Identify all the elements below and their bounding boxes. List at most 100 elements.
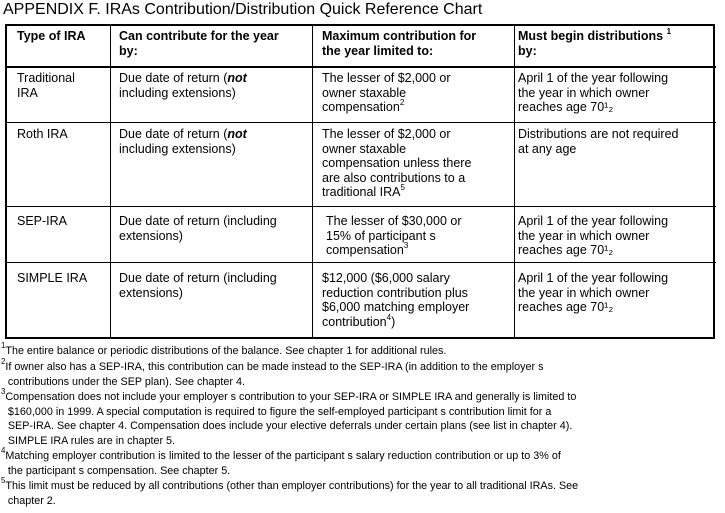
row-roth-distributions: Distributions are not required at any age bbox=[518, 127, 679, 156]
cell-text: reaches age 70¹₂ bbox=[518, 243, 614, 258]
row-sep-distributions: April 1 of the year following the year in… bbox=[518, 214, 668, 258]
cell-text: Due date of return ( bbox=[119, 71, 228, 85]
table-border bbox=[5, 24, 715, 339]
cell-text: Distributions are not required bbox=[518, 127, 679, 141]
footnote-5: 5This limit must be reduced by all contr… bbox=[1, 476, 579, 508]
header-text: by: bbox=[518, 43, 537, 58]
header-maximum: Maximum contribution for the year limited… bbox=[322, 29, 476, 58]
cell-text: compensation unless there bbox=[322, 156, 472, 171]
cell-text: including extensions) bbox=[119, 141, 236, 156]
cell-text: extensions) bbox=[119, 228, 183, 243]
row-divider bbox=[5, 206, 716, 207]
row-sep-type: SEP-IRA bbox=[17, 214, 67, 229]
row-roth-type: Roth IRA bbox=[17, 127, 68, 142]
header-type: Type of IRA bbox=[17, 29, 86, 44]
cell-text: The lesser of $30,000 or bbox=[326, 214, 462, 228]
cell-text: the year in which owner bbox=[518, 228, 650, 243]
cell-text: SEP-IRA bbox=[17, 214, 68, 228]
emphasis-text: not bbox=[227, 127, 247, 141]
row-traditional-type: Traditional IRA bbox=[17, 71, 75, 100]
cell-text: reduction contribution plus bbox=[322, 285, 468, 300]
cell-text: IRA bbox=[17, 85, 38, 100]
cell-text: Roth IRA bbox=[17, 127, 68, 141]
column-divider bbox=[312, 24, 313, 339]
row-simple-distributions: April 1 of the year following the year in… bbox=[518, 271, 668, 315]
cell-text: The lesser of $2,000 or bbox=[322, 71, 451, 85]
footnote-text: the participant s compensation. See chap… bbox=[7, 464, 231, 477]
footnote-2: 2If owner also has a SEP-IRA, this contr… bbox=[1, 357, 544, 389]
page-title: APPENDIX F. IRAs Contribution/Distributi… bbox=[3, 1, 483, 18]
footnote-mark: 4 bbox=[1, 446, 6, 455]
header-distributions: Must begin distributions 1 by: bbox=[518, 27, 672, 58]
row-simple-type: SIMPLE IRA bbox=[17, 271, 87, 286]
cell-text: ) bbox=[391, 314, 396, 329]
footnote-mark: 3 bbox=[1, 387, 6, 396]
cell-text: Due date of return ( bbox=[119, 127, 228, 141]
row-traditional-distributions: April 1 of the year following the year in… bbox=[518, 71, 668, 115]
footnote-text: $160,000 in 1999. A special computation … bbox=[7, 405, 552, 418]
row-roth-maximum: The lesser of $2,000 or owner staxable com… bbox=[322, 127, 471, 200]
header-contribute: Can contribute for the year by: bbox=[119, 29, 279, 58]
footnote-4: 4Matching employer contribution is limit… bbox=[1, 446, 561, 478]
row-roth-contribute: Due date of return (not including extensi… bbox=[119, 127, 247, 156]
row-simple-contribute: Due date of return (including extensions) bbox=[119, 271, 277, 300]
row-sep-maximum: The lesser of $30,000 or 15% of participa… bbox=[326, 214, 462, 258]
cell-text: $6,000 matching employer bbox=[322, 300, 470, 315]
cell-text: the year in which owner bbox=[518, 85, 650, 100]
footnote-mark: 2 bbox=[1, 357, 6, 366]
cell-text: contribution bbox=[322, 314, 387, 329]
header-text: Maximum contribution for bbox=[322, 29, 477, 43]
cell-text: April 1 of the year following bbox=[518, 271, 669, 285]
footnote-ref: 1 bbox=[666, 27, 672, 36]
header-text: by: bbox=[119, 43, 138, 58]
column-divider bbox=[110, 24, 111, 339]
cell-text: including extensions) bbox=[119, 85, 236, 100]
footnote-text: The entire balance or periodic distribut… bbox=[5, 345, 447, 357]
column-divider bbox=[514, 24, 515, 339]
footnote-text: Compensation does not include your emplo… bbox=[5, 391, 577, 403]
cell-text: traditional IRA bbox=[322, 185, 401, 200]
footnote-3: 3Compensation does not include your empl… bbox=[1, 387, 577, 448]
cell-text: compensation bbox=[322, 100, 400, 115]
row-traditional-maximum: The lesser of $2,000 or owner staxable com… bbox=[322, 71, 451, 115]
footnote-ref: 3 bbox=[403, 241, 409, 251]
footnote-text: This limit must be reduced by all contri… bbox=[5, 480, 579, 492]
cell-text: reaches age 70¹₂ bbox=[518, 100, 614, 115]
cell-text: at any age bbox=[518, 141, 577, 156]
cell-text: are also contributions to a bbox=[322, 170, 466, 185]
header-text: Must begin distributions bbox=[518, 29, 664, 43]
row-divider bbox=[5, 262, 716, 263]
cell-text: compensation bbox=[326, 243, 404, 258]
header-text: the year limited to: bbox=[322, 43, 434, 58]
footnote-text: SIMPLE IRA rules are in chapter 5. bbox=[7, 434, 176, 447]
footnote-text: chapter 2. bbox=[7, 494, 56, 507]
row-divider bbox=[5, 66, 716, 68]
cell-text: owner staxable bbox=[322, 85, 407, 100]
footnote-text: SEP-IRA. See chapter 4. Compensation doe… bbox=[7, 420, 573, 433]
footnote-text: contributions under the SEP plan). See c… bbox=[7, 375, 245, 388]
footnote-1: 1The entire balance or periodic distribu… bbox=[1, 341, 447, 359]
row-simple-maximum: $12,000 ($6,000 salary reduction contribu… bbox=[322, 271, 469, 329]
cell-text: owner staxable bbox=[322, 141, 407, 156]
header-text: Can contribute for the year bbox=[119, 29, 279, 43]
cell-text: Traditional bbox=[17, 71, 75, 85]
cell-text: extensions) bbox=[119, 285, 183, 300]
footnote-text: If owner also has a SEP-IRA, this contri… bbox=[5, 361, 544, 373]
footnote-mark: 1 bbox=[1, 341, 6, 350]
cell-text: SIMPLE IRA bbox=[17, 271, 88, 285]
header-text: Type of IRA bbox=[17, 29, 86, 43]
cell-text: $12,000 ($6,000 salary bbox=[322, 271, 450, 285]
cell-text: Due date of return (including bbox=[119, 214, 277, 228]
row-traditional-contribute: Due date of return (not including extensi… bbox=[119, 71, 247, 100]
cell-text: Due date of return (including bbox=[119, 271, 277, 285]
cell-text: The lesser of $2,000 or bbox=[322, 127, 451, 141]
footnote-mark: 5 bbox=[1, 476, 6, 485]
row-divider bbox=[5, 122, 716, 123]
footnote-ref: 2 bbox=[399, 98, 405, 108]
row-sep-contribute: Due date of return (including extensions) bbox=[119, 214, 277, 243]
cell-text: April 1 of the year following bbox=[518, 214, 669, 228]
footnote-text: Matching employer contribution is limite… bbox=[5, 450, 561, 462]
cell-text: reaches age 70¹₂ bbox=[518, 300, 614, 315]
cell-text: the year in which owner bbox=[518, 285, 650, 300]
cell-text: April 1 of the year following bbox=[518, 71, 669, 85]
